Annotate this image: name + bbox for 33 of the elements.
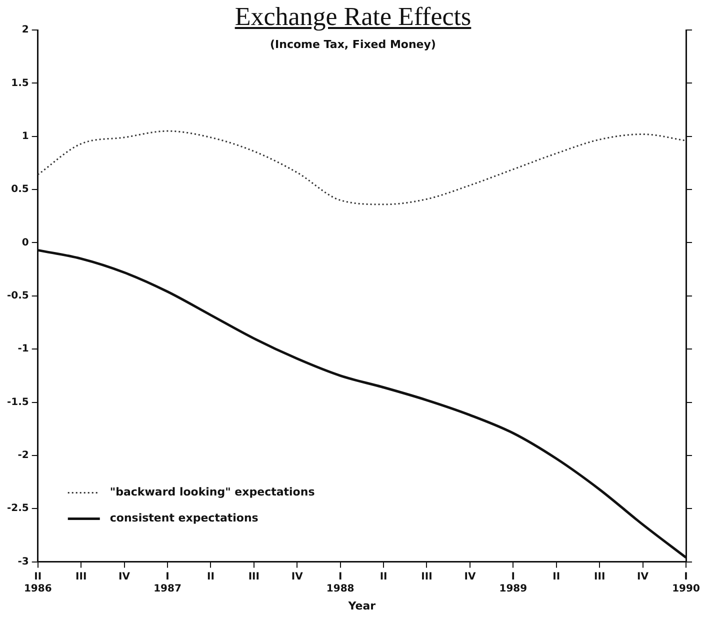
y-tick-label: -1 [18, 344, 29, 355]
x-tick-label: III [421, 571, 432, 582]
x-axis-title: Year [347, 599, 376, 612]
y-tick-label: 2 [22, 24, 29, 36]
x-tick-label: II [206, 571, 214, 582]
x-tick-label: III [248, 571, 260, 582]
x-tick-label: III [594, 571, 606, 582]
x-tick-label: IV [291, 571, 304, 582]
legend-label: consistent expectations [110, 512, 259, 525]
y-tick-label: 1.5 [11, 78, 29, 89]
legend-label: "backward looking" expectations [110, 486, 316, 499]
x-tick-label: IV [118, 571, 130, 582]
y-tick-label: -2 [18, 450, 29, 462]
y-tick-label: -3 [18, 556, 29, 568]
x-tick-label: IV [637, 571, 649, 582]
y-tick-label: 0.5 [11, 184, 29, 196]
x-tick-label: II [380, 571, 388, 582]
line-series [37, 130, 687, 206]
x-tick-label: I 1989 [499, 571, 528, 594]
y-tick-label: -0.5 [6, 290, 29, 302]
x-tick-label: II [552, 571, 560, 582]
y-tick-label: -1.5 [6, 396, 29, 408]
x-tick-label: II 1986 [24, 571, 52, 594]
y-tick-label: 1 [22, 130, 29, 142]
text: (Income Tax, Fixed Money) [269, 38, 437, 51]
x-tick-label: I 1990 [672, 571, 700, 594]
y-tick-label: -2.5 [6, 503, 29, 514]
x-tick-label: III [75, 571, 87, 582]
chart-title: Exchange Rate Effects [234, 2, 472, 31]
y-tick-label: 0 [22, 237, 29, 248]
x-tick-label: IV [464, 571, 476, 582]
x-tick-label: I 1988 [326, 571, 354, 594]
x-tick-label: I 1987 [154, 571, 182, 594]
